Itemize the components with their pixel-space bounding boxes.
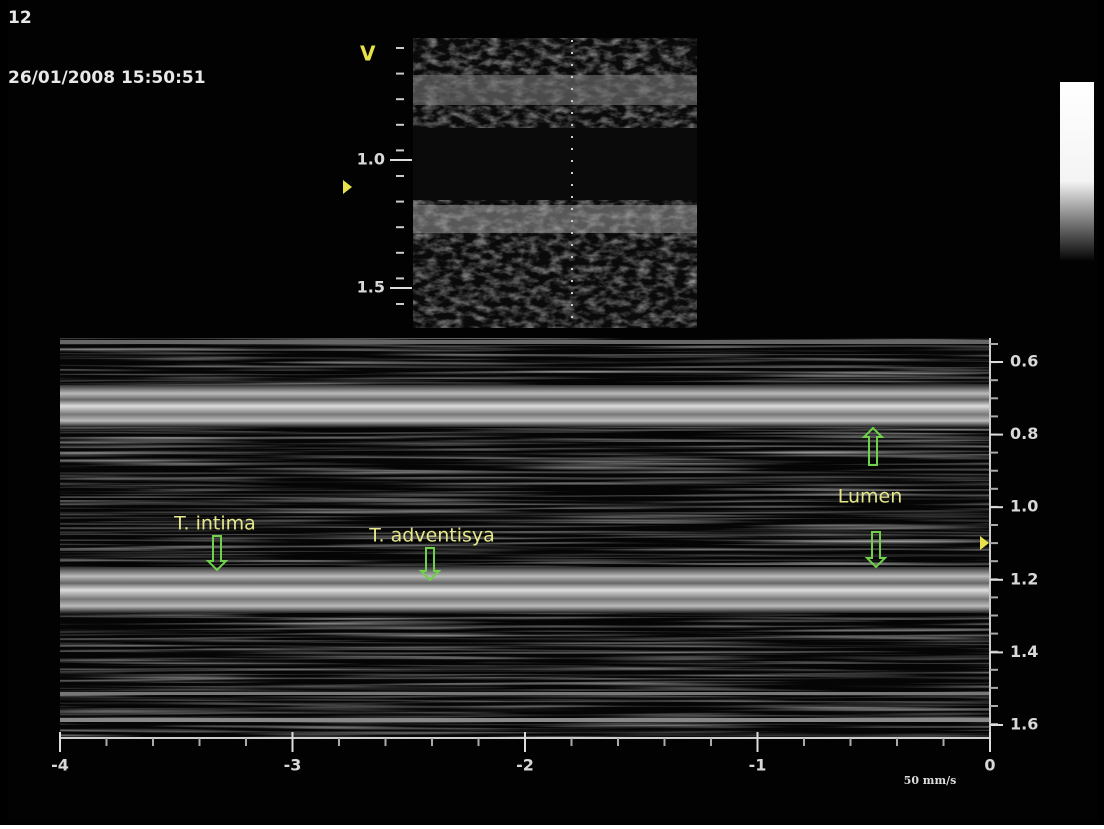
annotation-label: T. intima [173, 513, 256, 535]
sweep-speed: 50 mm/s [904, 774, 957, 787]
timestamp: 26/01/2008 15:50:51 [8, 68, 206, 88]
ultrasound-screen: 12 26/01/2008 15:50:51 V 1.0 1.5 0.6 0.8 1.… [0, 0, 1104, 825]
depth-label: 1.4 [1010, 642, 1038, 661]
depth-label: 0.6 [1010, 352, 1038, 371]
time-label: -3 [284, 756, 302, 775]
depth-label: 1.6 [1010, 715, 1038, 734]
annotation-label: T. adventisya [368, 525, 495, 547]
depth-label: 1.0 [1010, 497, 1038, 516]
depth-label: 1.0 [357, 150, 385, 169]
probe-marker: V [360, 42, 376, 66]
frame-number: 12 [8, 8, 32, 28]
time-label: -4 [51, 756, 69, 775]
time-label: -1 [749, 756, 767, 775]
annotation-label: Lumen [838, 486, 903, 508]
depth-label: 1.5 [357, 278, 385, 297]
time-label: -2 [516, 756, 534, 775]
depth-label: 0.8 [1010, 424, 1038, 443]
bmode-image [413, 38, 697, 328]
time-label: 0 [984, 756, 995, 775]
depth-label: 1.2 [1010, 569, 1038, 588]
mmode-image [60, 338, 990, 738]
gray-scale-bar [1060, 82, 1094, 262]
